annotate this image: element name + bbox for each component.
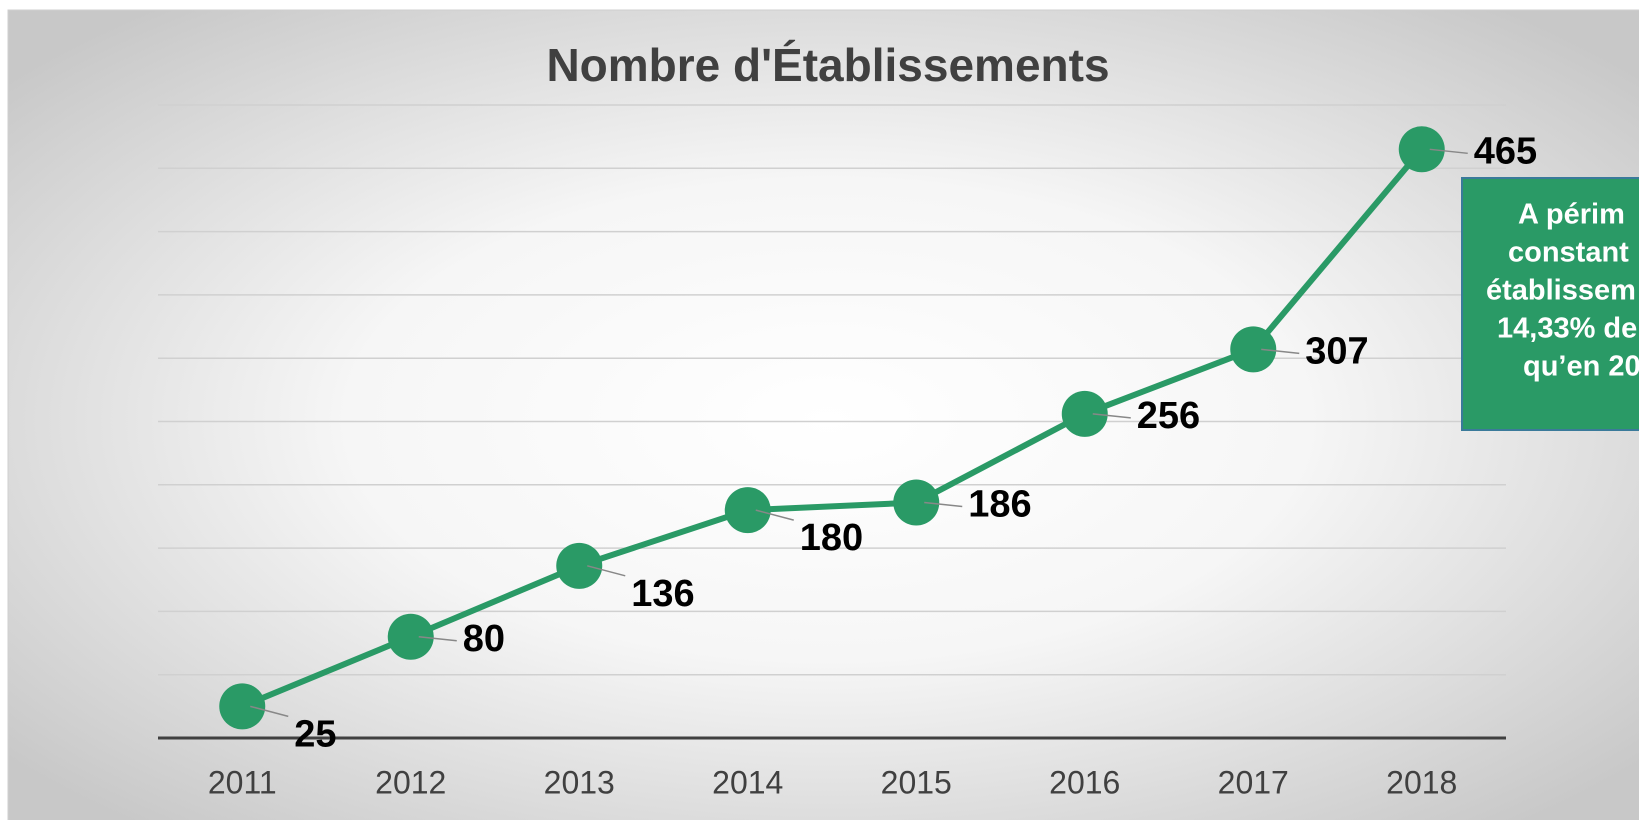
leader-line — [755, 509, 794, 521]
annotation-text: qu’en 20 — [1523, 351, 1639, 383]
point-marker — [1061, 390, 1108, 437]
x-tick-label: 2017 — [1218, 764, 1289, 800]
x-tick-label: 2012 — [375, 764, 446, 800]
data-label: 465 — [1474, 130, 1537, 172]
x-tick-label: 2018 — [1386, 764, 1457, 800]
data-label: 256 — [1137, 395, 1200, 437]
grid: 2011 2012 2013 2014 2015 2016 2017 2018 — [158, 104, 1506, 800]
point-marker — [556, 542, 603, 589]
x-tick-label: 2015 — [881, 764, 952, 800]
point-marker — [893, 479, 940, 526]
leader-line — [418, 635, 457, 642]
leader-line — [1429, 148, 1468, 155]
annotation: A périm constant établissem 14,33% de qu’en … — [1461, 177, 1639, 431]
x-tick-label: 2011 — [208, 764, 277, 800]
annotation-box — [1461, 177, 1639, 431]
leader-line — [587, 565, 626, 577]
annotation-text: établissem — [1486, 275, 1636, 307]
annotation-text: 14,33% de — [1497, 313, 1637, 345]
data-label: 186 — [968, 484, 1031, 526]
data-label: 136 — [631, 573, 694, 615]
x-tick-label: 2016 — [1049, 764, 1120, 800]
x-tick-label: 2013 — [544, 764, 615, 800]
point-marker — [219, 683, 266, 730]
leader-line — [1092, 413, 1131, 419]
leader-line — [250, 705, 289, 718]
marks: 25 80 136 180 186 256 307 465 — [219, 126, 1537, 755]
leader-line — [924, 501, 963, 508]
annotation-text: constant — [1508, 237, 1629, 269]
data-label: 180 — [800, 517, 863, 559]
data-label: 25 — [294, 713, 336, 755]
annotation-text: A périm — [1518, 199, 1625, 231]
chart-title: Nombre d'Établissements — [546, 39, 1109, 91]
point-marker — [724, 487, 771, 534]
point-marker — [387, 613, 434, 660]
data-label: 80 — [463, 618, 505, 660]
series-line — [241, 147, 1425, 710]
data-label: 307 — [1305, 330, 1368, 372]
chart-background — [7, 9, 1639, 820]
point-marker — [1230, 326, 1277, 373]
point-marker — [1398, 126, 1445, 173]
leader-line — [1261, 348, 1300, 355]
lines — [241, 147, 1425, 710]
x-tick-label: 2014 — [712, 764, 783, 800]
